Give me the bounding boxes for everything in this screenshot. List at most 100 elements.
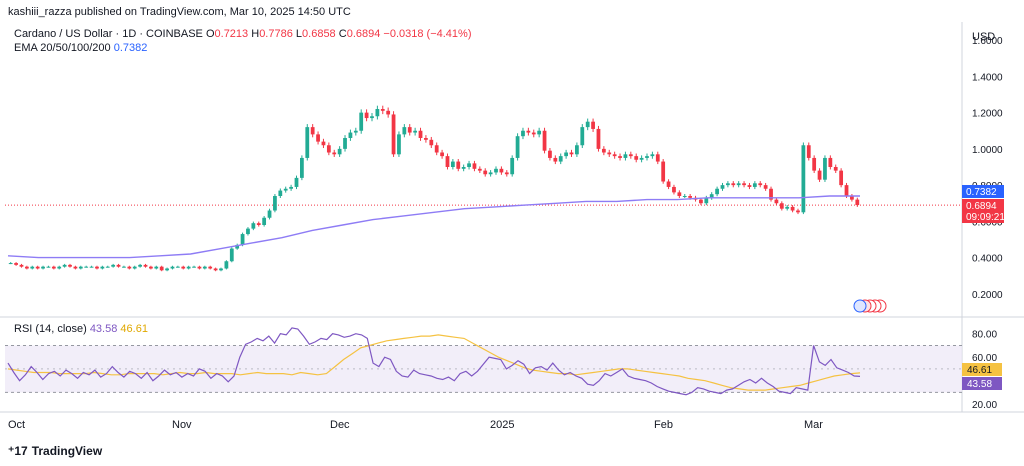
low-value: 0.6858 <box>302 28 336 40</box>
candle-body <box>256 223 261 225</box>
candle-body <box>380 109 385 111</box>
candle-body <box>720 185 725 189</box>
candle-body <box>521 130 525 137</box>
candle-body <box>531 132 536 135</box>
rsi-legend[interactable]: RSI (14, close) 43.58 46.61 <box>14 323 148 335</box>
candle-body <box>418 130 423 138</box>
candle-body <box>310 127 315 135</box>
price-tick-label: 0.4000 <box>972 254 1003 265</box>
last-price-badge-bg <box>962 199 1004 223</box>
candle-body <box>725 183 730 186</box>
candle-body <box>785 206 790 209</box>
candle-body <box>246 228 250 235</box>
candle-body <box>553 157 558 162</box>
time-tick-label: 2025 <box>490 419 514 431</box>
candle-body <box>682 196 687 197</box>
candle-body <box>375 109 380 117</box>
candle-body <box>170 266 175 269</box>
candle-body <box>445 156 450 167</box>
candle-body <box>704 197 709 204</box>
rsi-ma-line <box>7 334 861 391</box>
candle-body <box>111 264 116 267</box>
ema-badge: 0.7382 <box>966 187 997 198</box>
price-tick-label: 1.2000 <box>972 109 1003 120</box>
candle-body <box>742 183 746 186</box>
candle-body <box>537 130 542 135</box>
candle-body <box>747 185 752 187</box>
candles <box>8 105 860 272</box>
candle-body <box>677 192 682 196</box>
candle-body <box>353 130 358 133</box>
candle-body <box>806 145 811 158</box>
candle-body <box>348 132 353 138</box>
open-label: O <box>205 28 215 40</box>
candle-body <box>564 152 569 157</box>
rsi-tick-label: 60.00 <box>972 353 997 364</box>
candle-body <box>504 172 509 175</box>
candle-body <box>186 266 191 269</box>
candle-body <box>332 152 337 155</box>
candle-body <box>499 168 504 173</box>
candle-body <box>515 136 520 158</box>
candle-body <box>542 130 547 151</box>
candle-body <box>839 170 844 186</box>
candle-body <box>41 266 45 269</box>
change-value: −0.0318 (−4.41%) <box>383 28 472 40</box>
candle-body <box>35 266 40 269</box>
high-value: 0.7786 <box>259 28 293 40</box>
candle-body <box>801 145 806 213</box>
rsi-tick-label: 20.00 <box>972 400 997 411</box>
candle-body <box>828 157 833 167</box>
candle-body <box>89 266 94 268</box>
candle-body <box>386 110 391 115</box>
events-icon[interactable] <box>853 299 887 313</box>
candle-body <box>62 264 67 267</box>
candle-body <box>19 264 24 267</box>
ema-legend[interactable]: EMA 20/50/100/200 0.7382 <box>14 42 147 54</box>
candle-body <box>219 268 223 271</box>
candle-body <box>790 206 795 211</box>
rsi-badge-bg <box>962 377 1002 390</box>
close-value: 0.6894 <box>346 28 381 40</box>
candle-body <box>14 263 18 265</box>
candle-body <box>672 186 676 193</box>
candle-body <box>494 168 498 173</box>
candle-body <box>483 170 488 175</box>
rsi-legend-value: 43.58 <box>89 323 118 335</box>
candle-body <box>181 266 186 269</box>
candle-body <box>450 161 455 167</box>
candle-body <box>159 266 164 271</box>
candle-body <box>623 154 628 158</box>
candle-body <box>639 157 644 160</box>
candle-body <box>526 130 531 133</box>
last-price-badge: 0.6894 <box>966 201 997 212</box>
candle-body <box>628 154 633 157</box>
ema-legend-label: EMA 20/50/100/200 <box>14 42 111 54</box>
candle-body <box>305 127 310 158</box>
candle-body <box>736 183 741 186</box>
candle-body <box>402 127 407 135</box>
candle-body <box>289 186 293 189</box>
currency-label: USD <box>972 31 995 43</box>
candle-body <box>46 266 51 268</box>
candle-body <box>844 185 849 196</box>
candle-body <box>758 183 763 186</box>
candle-body <box>477 168 482 171</box>
candle-body <box>68 264 72 267</box>
candle-body <box>73 266 78 269</box>
candle-body <box>731 183 736 186</box>
time-tick-label: Nov <box>172 419 192 431</box>
price-tick-label: 1.6000 <box>972 36 1003 47</box>
candle-body <box>575 145 579 155</box>
candle-body <box>488 172 493 175</box>
candle-body <box>601 148 606 153</box>
candle-body <box>774 199 779 204</box>
candle-body <box>472 163 477 169</box>
candle-body <box>175 266 180 268</box>
candle-body <box>192 266 196 268</box>
candle-body <box>149 266 153 269</box>
time-tick-label: Oct <box>8 419 25 431</box>
candle-body <box>591 121 595 129</box>
tradingview-logo[interactable]: ⁺17 TradingView <box>8 444 102 458</box>
